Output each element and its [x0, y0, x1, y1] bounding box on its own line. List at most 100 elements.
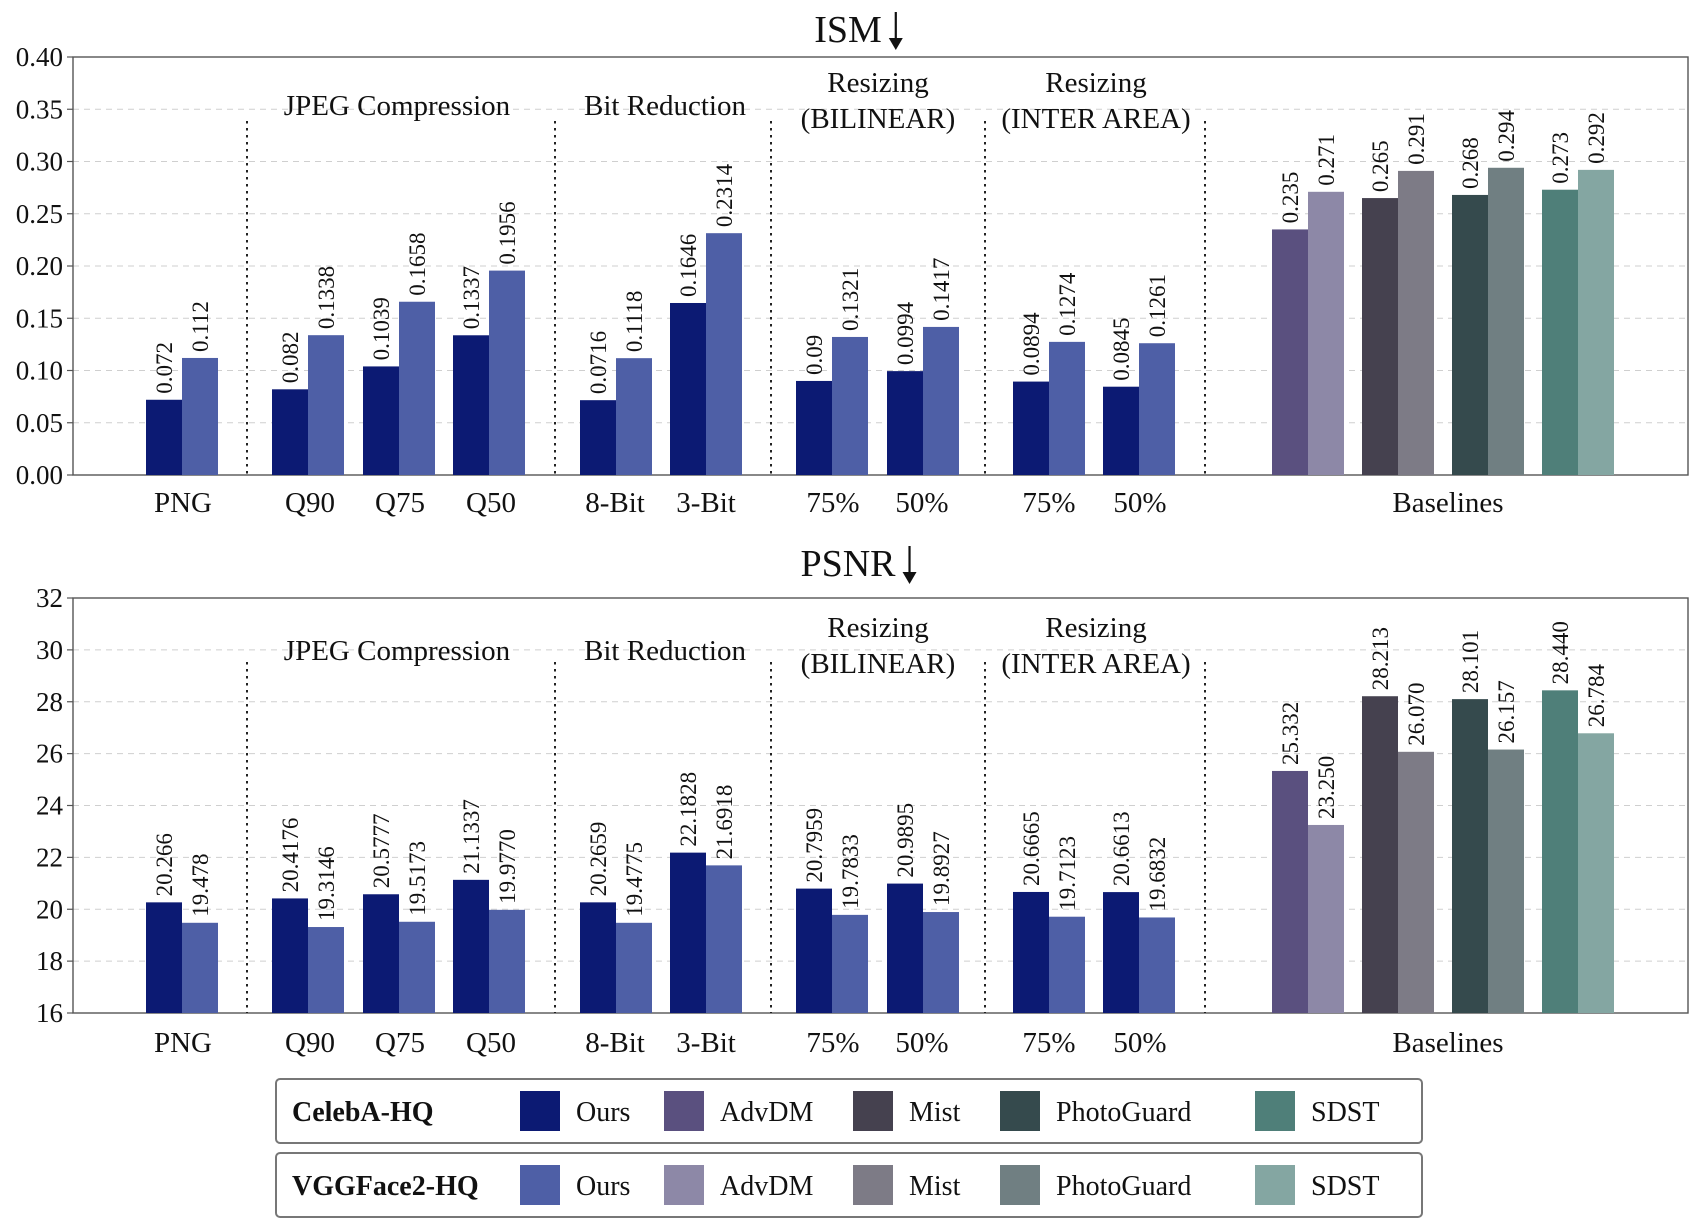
- legend-swatch: [520, 1091, 560, 1131]
- value-label: 0.1658: [405, 232, 430, 295]
- category-label: Baselines: [1392, 1027, 1503, 1059]
- plot-frame: [72, 56, 1689, 476]
- group-header-line2: (BILINEAR): [801, 103, 956, 135]
- bar-baseline-celeba: [1452, 194, 1488, 475]
- value-label: 28.213: [1368, 627, 1393, 690]
- bar-baseline-celeba: [1272, 770, 1308, 1013]
- y-tick-label: 0.25: [16, 199, 63, 229]
- bar-ours-vgg: [308, 335, 344, 475]
- value-label: 28.101: [1458, 630, 1483, 693]
- bar-ours-vgg: [1049, 916, 1085, 1013]
- value-label: 20.6613: [1109, 811, 1134, 886]
- category-label: Q75: [375, 487, 425, 519]
- bar-ours-celeba: [887, 371, 923, 475]
- bar-ours-vgg: [1139, 343, 1175, 475]
- value-label: 23.250: [1314, 756, 1339, 819]
- legend-row-box: [275, 1152, 1423, 1218]
- y-tick-label: 28: [36, 687, 63, 717]
- value-label: 20.2659: [586, 822, 611, 897]
- bar-ours-celeba: [1103, 386, 1139, 475]
- legend-item-label: Ours: [576, 1171, 630, 1202]
- value-label: 0.273: [1548, 132, 1573, 184]
- bar-ours-vgg: [923, 912, 959, 1013]
- value-label: 19.4775: [622, 842, 647, 917]
- value-label: 0.1338: [314, 266, 339, 329]
- y-tick-label: 0.20: [16, 251, 63, 281]
- bar-ours-celeba: [670, 302, 706, 475]
- legend-swatch: [520, 1165, 560, 1205]
- bar-ours-celeba: [1013, 891, 1049, 1013]
- bar-ours-celeba: [146, 399, 182, 475]
- value-label: 0.112: [188, 301, 213, 352]
- value-label: 0.1646: [676, 234, 701, 297]
- y-tick-label: 32: [36, 583, 63, 613]
- category-label: Q75: [375, 1027, 425, 1059]
- legend-item-label: PhotoGuard: [1056, 1097, 1191, 1128]
- title-arrow-down-icon: [888, 38, 903, 50]
- legend-item-label: Ours: [576, 1097, 630, 1128]
- value-label: 20.4176: [278, 818, 303, 893]
- legend-item-label: Mist: [909, 1097, 961, 1128]
- bar-ours-vgg: [706, 233, 742, 475]
- value-label: 20.9895: [893, 803, 918, 878]
- value-label: 0.292: [1584, 112, 1609, 164]
- value-label: 0.082: [278, 332, 303, 384]
- legend-item-label: PhotoGuard: [1056, 1171, 1191, 1202]
- bar-baseline-celeba: [1452, 699, 1488, 1013]
- y-tick-label: 0.10: [16, 356, 63, 386]
- y-tick-label: 22: [36, 842, 63, 872]
- value-label: 0.271: [1314, 134, 1339, 186]
- category-label: 8-Bit: [585, 487, 645, 519]
- bar-baseline-vgg: [1398, 751, 1434, 1013]
- chart-title: ISM: [814, 9, 882, 51]
- bar-ours-celeba: [1013, 381, 1049, 475]
- value-label: 20.6665: [1019, 811, 1044, 886]
- bar-ours-vgg: [308, 927, 344, 1013]
- y-tick-label: 0.40: [16, 42, 63, 72]
- bar-baseline-vgg: [1578, 733, 1614, 1013]
- value-label: 0.0994: [893, 301, 918, 365]
- category-label: PNG: [154, 487, 212, 519]
- bar-ours-vgg: [489, 909, 525, 1013]
- category-label: 3-Bit: [676, 1027, 736, 1059]
- value-label: 0.265: [1368, 140, 1393, 192]
- legend-dataset-label: CelebA-HQ: [292, 1097, 434, 1128]
- group-header-line2: (INTER AREA): [1001, 648, 1190, 680]
- value-label: 0.1417: [929, 258, 954, 321]
- bar-baseline-celeba: [1362, 696, 1398, 1013]
- bar-baseline-vgg: [1578, 169, 1614, 476]
- value-label: 0.1039: [369, 297, 394, 360]
- bar-ours-celeba: [272, 389, 308, 475]
- y-tick-label: 18: [36, 946, 63, 976]
- value-label: 19.7833: [838, 834, 863, 909]
- legend-swatch: [1255, 1165, 1295, 1205]
- value-label: 0.0716: [586, 331, 611, 394]
- value-label: 20.7959: [802, 808, 827, 883]
- category-label: 75%: [806, 487, 859, 519]
- y-tick-label: 30: [36, 635, 63, 665]
- value-label: 0.268: [1458, 137, 1483, 189]
- category-label: PNG: [154, 1027, 212, 1059]
- bar-baseline-celeba: [1272, 229, 1308, 475]
- title-arrow-down-icon: [902, 572, 917, 584]
- bar-ours-vgg: [706, 865, 742, 1013]
- bar-baseline-vgg: [1308, 824, 1344, 1013]
- bar-ours-celeba: [146, 902, 182, 1013]
- bar-ours-celeba: [887, 883, 923, 1013]
- bar-ours-celeba: [453, 879, 489, 1013]
- value-label: 0.1321: [838, 268, 863, 331]
- bar-ours-celeba: [1103, 892, 1139, 1013]
- y-tick-label: 0.15: [16, 303, 63, 333]
- legend: CelebA-HQ Ours AdvDM Mist PhotoGuard SDST VGGF…: [275, 1078, 1423, 1218]
- category-label: 50%: [1113, 487, 1166, 519]
- group-header-line1: Resizing: [827, 67, 929, 99]
- bar-ours-vgg: [923, 326, 959, 475]
- legend-item-label: SDST: [1311, 1097, 1379, 1128]
- value-label: 20.5777: [369, 814, 394, 889]
- category-label: 75%: [1022, 487, 1075, 519]
- chart-title: PSNR: [800, 543, 896, 585]
- group-header-line1: Resizing: [1045, 612, 1147, 644]
- y-tick-label: 0.05: [16, 408, 63, 438]
- bar-ours-celeba: [796, 888, 832, 1013]
